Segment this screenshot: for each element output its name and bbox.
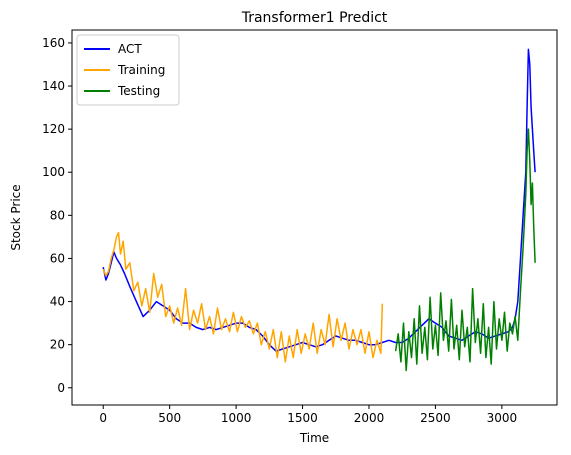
x-tick-label: 500 (158, 411, 181, 425)
y-tick-label: 20 (50, 338, 65, 352)
x-tick-label: 1000 (221, 411, 252, 425)
legend-label-testing: Testing (117, 84, 160, 98)
chart-title: Transformer1 Predict (241, 10, 388, 26)
y-tick-label: 140 (42, 79, 65, 93)
y-tick-label: 160 (42, 36, 65, 50)
y-axis: 0 20 40 60 80 100 120 140 160 (42, 36, 72, 395)
series-line-training (102, 231, 384, 363)
x-tick-label: 3000 (487, 411, 518, 425)
series-layer (102, 48, 536, 372)
y-tick-label: 60 (50, 251, 65, 265)
legend-label-training: Training (117, 63, 165, 77)
plot-frame (71, 29, 558, 406)
y-tick-label: 100 (42, 165, 65, 179)
y-axis-label: Stock Price (9, 184, 23, 250)
x-axis: 0 500 1000 1500 2000 2500 3000 (99, 405, 517, 425)
x-tick-label: 0 (99, 411, 107, 425)
legend-box (76, 34, 180, 106)
x-tick-label: 2500 (420, 411, 451, 425)
y-tick-label: 40 (50, 295, 65, 309)
x-tick-label: 2000 (354, 411, 385, 425)
x-tick-label: 1500 (287, 411, 318, 425)
x-axis-label: Time (299, 431, 329, 445)
series-line-testing (394, 128, 536, 372)
legend: ACT Training Testing (76, 34, 180, 106)
y-tick-label: 120 (42, 122, 65, 136)
legend-label-act: ACT (118, 42, 142, 56)
y-tick-label: 0 (57, 381, 65, 395)
y-tick-label: 80 (50, 208, 65, 222)
